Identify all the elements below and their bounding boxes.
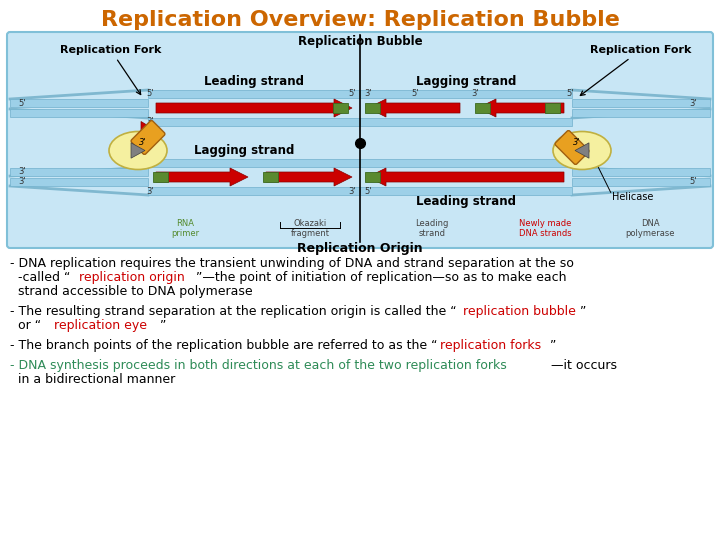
Polygon shape (368, 99, 460, 117)
Polygon shape (478, 99, 564, 117)
Text: Newly made
DNA strands: Newly made DNA strands (518, 219, 571, 238)
Text: 3': 3' (139, 138, 147, 147)
Text: 5': 5' (566, 90, 574, 98)
Text: 5': 5' (689, 178, 697, 186)
Text: 3': 3' (689, 98, 697, 107)
Text: 3': 3' (18, 167, 26, 177)
Ellipse shape (109, 132, 167, 170)
Text: replication eye: replication eye (54, 319, 147, 332)
Bar (364, 172, 379, 182)
Text: 3': 3' (364, 90, 372, 98)
Text: Lagging strand: Lagging strand (194, 144, 294, 157)
Bar (360, 118, 572, 126)
FancyBboxPatch shape (555, 131, 589, 165)
Bar (148, 118, 360, 126)
Polygon shape (131, 143, 145, 158)
Text: -called “: -called “ (10, 271, 71, 284)
Text: ”: ” (580, 305, 586, 318)
Text: Leading strand: Leading strand (204, 75, 304, 88)
Text: ”: ” (160, 319, 166, 332)
Bar (360, 187, 572, 195)
Text: - DNA replication requires the transient unwinding of DNA and strand separation : - DNA replication requires the transient… (10, 257, 574, 270)
Text: 5': 5' (146, 90, 154, 98)
Text: 5': 5' (18, 98, 26, 107)
Bar (474, 103, 490, 113)
Text: 3': 3' (146, 118, 154, 126)
Text: ”: ” (550, 339, 557, 352)
Text: - The resulting strand separation at the replication origin is called the “: - The resulting strand separation at the… (10, 305, 456, 318)
FancyBboxPatch shape (131, 120, 165, 154)
Text: —it occurs: —it occurs (551, 359, 617, 372)
Bar (572, 109, 710, 117)
Text: Leading
strand: Leading strand (415, 219, 449, 238)
Text: 3': 3' (573, 138, 581, 147)
Text: Replication Fork: Replication Fork (60, 45, 161, 94)
Bar (10, 109, 148, 117)
Text: - The branch points of the replication bubble are referred to as the “: - The branch points of the replication b… (10, 339, 438, 352)
Bar (360, 159, 572, 167)
Text: 5': 5' (364, 186, 372, 195)
Text: DNA
polymerase: DNA polymerase (625, 219, 675, 238)
Bar (153, 172, 168, 182)
Polygon shape (156, 99, 352, 117)
Polygon shape (156, 168, 248, 186)
Bar (572, 168, 710, 176)
Text: 5': 5' (411, 90, 419, 98)
Text: or “: or “ (10, 319, 41, 332)
Bar (263, 172, 277, 182)
Text: 3': 3' (18, 178, 26, 186)
Text: 3': 3' (471, 90, 479, 98)
Bar (544, 103, 559, 113)
Bar (10, 99, 148, 107)
Bar (148, 187, 360, 195)
Text: Replication Fork: Replication Fork (580, 45, 691, 96)
Text: Helicase: Helicase (612, 192, 653, 202)
Text: 3': 3' (348, 186, 356, 195)
Text: ”—the point of initiation of replication—so as to make each: ”—the point of initiation of replication… (196, 271, 567, 284)
Bar (364, 103, 379, 113)
Polygon shape (569, 141, 579, 153)
Bar (148, 90, 360, 98)
FancyBboxPatch shape (7, 32, 713, 248)
Text: Replication Overview: Replication Bubble: Replication Overview: Replication Bubble (101, 10, 619, 30)
Bar (572, 178, 710, 186)
Text: Okazaki
fragment: Okazaki fragment (290, 219, 330, 238)
Text: Replication Bubble: Replication Bubble (297, 35, 423, 48)
Polygon shape (575, 143, 589, 158)
Bar (572, 99, 710, 107)
Bar (360, 90, 572, 98)
Text: Replication Origin: Replication Origin (297, 242, 423, 255)
Text: Leading strand: Leading strand (416, 195, 516, 208)
Text: RNA
primer: RNA primer (171, 219, 199, 238)
Polygon shape (141, 122, 151, 133)
Text: 5': 5' (146, 159, 154, 167)
Bar (148, 159, 360, 167)
Text: Lagging strand: Lagging strand (416, 75, 516, 88)
Polygon shape (266, 168, 352, 186)
Polygon shape (368, 168, 564, 186)
Text: - DNA synthesis proceeds in both directions at each of the two replication forks: - DNA synthesis proceeds in both directi… (10, 359, 507, 372)
Text: 5': 5' (348, 90, 356, 98)
Text: replication origin: replication origin (79, 271, 185, 284)
Text: strand accessible to DNA polymerase: strand accessible to DNA polymerase (10, 285, 253, 298)
Text: in a bidirectional manner: in a bidirectional manner (10, 373, 175, 386)
Text: replication forks: replication forks (440, 339, 541, 352)
Bar (10, 178, 148, 186)
Ellipse shape (553, 132, 611, 170)
Text: 3': 3' (146, 186, 154, 195)
Bar (10, 168, 148, 176)
Bar (333, 103, 348, 113)
Text: replication bubble: replication bubble (463, 305, 576, 318)
